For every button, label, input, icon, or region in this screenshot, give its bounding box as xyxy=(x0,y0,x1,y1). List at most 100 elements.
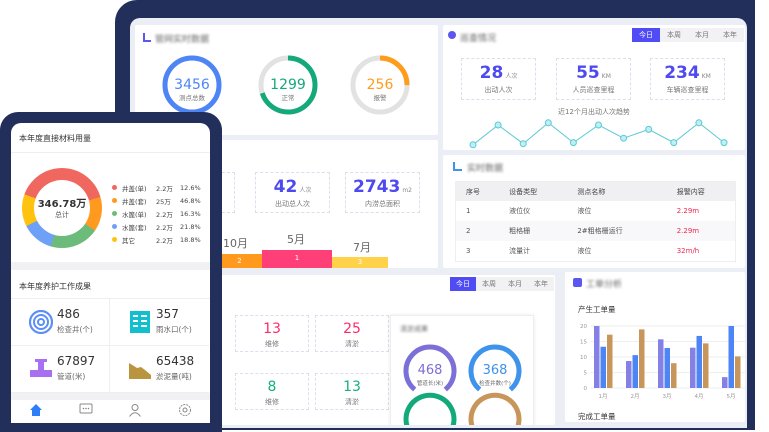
stat-value: 28 xyxy=(479,63,504,83)
chart-title: 完成工单量 xyxy=(578,412,616,421)
trend-point xyxy=(544,119,552,127)
patrol-tabs: 今日 本周 本月 本年 xyxy=(632,28,744,42)
stat-label: 维修 xyxy=(265,398,279,406)
stat-unit: KM xyxy=(701,73,711,80)
gauge-label: 管道长(米) xyxy=(417,379,443,387)
stat-unit: 人次 xyxy=(505,73,518,80)
legend-name: 井盖(套) xyxy=(122,197,147,206)
panel-title: 实时数据 xyxy=(467,164,504,174)
ring-progress xyxy=(350,55,410,115)
table-cell: 液位仪 xyxy=(509,207,531,215)
bar xyxy=(728,326,734,388)
tab-week[interactable]: 本周 xyxy=(660,28,688,42)
settings-icon[interactable] xyxy=(178,403,192,417)
ring-value: 256 xyxy=(367,77,394,93)
home-icon[interactable] xyxy=(29,403,43,417)
timeline-bar: 3 xyxy=(332,257,388,268)
trend-point xyxy=(595,121,602,129)
bar xyxy=(594,326,600,388)
stat-value: 42 xyxy=(273,177,298,197)
table-row[interactable]: 3 流量计 液位 32m/h xyxy=(456,241,735,261)
bottom-tab-bar xyxy=(11,400,210,423)
tab-year[interactable]: 本年 xyxy=(528,277,554,291)
pipe-icon xyxy=(30,359,52,377)
stat-label: 内涝总面积 xyxy=(365,200,400,208)
bar xyxy=(639,329,645,388)
bar xyxy=(690,347,696,388)
stat-label: 车辆巡查里程 xyxy=(666,86,709,94)
stat-value: 25 xyxy=(343,321,361,337)
y-tick-label: 0 xyxy=(584,386,588,392)
legend-item: 其它 2.2万 18.8% xyxy=(112,233,201,246)
phone-screen: 本年度直接材料用量 346.78万 总计 井盖(单) 2.2万 12.6% 井盖(套)… xyxy=(11,123,210,423)
stat-value: 234 xyxy=(664,63,700,83)
table-row[interactable]: 2 粗格栅 2#粗格栅运行 2.29m xyxy=(456,221,735,241)
tab-today[interactable]: 今日 xyxy=(450,277,476,291)
trend-point xyxy=(670,139,678,147)
timeline-month: 5月 xyxy=(287,233,305,246)
stat-label: 维修 xyxy=(265,340,279,348)
ring-label: 测点总数 xyxy=(179,93,206,102)
stat-box: 2743 m2 内涝总面积 xyxy=(345,172,420,213)
stat-label: 出动总人次 xyxy=(275,200,310,208)
ring-label: 正常 xyxy=(282,93,295,102)
chart-title: 产生工单量 xyxy=(578,305,616,314)
legend-amount: 2.2万 xyxy=(156,184,173,193)
legend-amount: 25万 xyxy=(156,197,171,206)
bar xyxy=(600,346,606,388)
legend-amount: 2.2万 xyxy=(156,236,173,245)
ring-value: 1299 xyxy=(270,77,306,93)
divider xyxy=(11,152,210,153)
stat-label: 出动人次 xyxy=(484,86,513,94)
table-cell: 2.29m xyxy=(676,207,700,215)
maintenance-tabs: 今日 本周 本月 本年 xyxy=(450,277,554,291)
bar-chart-icon xyxy=(453,162,462,171)
result-value: 65438 xyxy=(156,354,195,368)
grate-icon xyxy=(130,311,150,333)
bar-chart-icon xyxy=(143,33,151,42)
legend-amount: 2.2万 xyxy=(156,210,173,219)
x-tick-label: 4月 xyxy=(695,393,704,400)
x-tick-label: 3月 xyxy=(663,393,672,400)
tab-month[interactable]: 本月 xyxy=(502,277,528,291)
gauge-arc xyxy=(468,344,522,392)
result-manhole: 486 检查井(个) xyxy=(11,299,110,346)
card-title: 清淤成果 xyxy=(400,325,428,333)
table-cell: 1 xyxy=(466,207,471,215)
y-tick-label: 10 xyxy=(580,355,587,361)
patrol-panel: 巡查情况 今日 本周 本月 本年 28 人次 出动人次 55 KM 人员巡查里程 234… xyxy=(443,25,745,150)
table-row[interactable]: 1 液位仪 液位 2.29m xyxy=(456,201,735,221)
trend-point xyxy=(620,134,628,142)
bar xyxy=(664,348,670,388)
stat-value: 13 xyxy=(343,379,361,395)
result-label: 检查井(个) xyxy=(57,325,93,334)
stat-unit: 人次 xyxy=(299,187,312,194)
result-value: 67897 xyxy=(57,354,96,368)
table-cell: 32m/h xyxy=(676,247,700,255)
donut-total: 346.78万 xyxy=(37,199,87,210)
timeline-month: 10月 xyxy=(223,237,248,250)
divider xyxy=(11,393,210,400)
legend-dot xyxy=(112,237,117,242)
tab-week[interactable]: 本周 xyxy=(476,277,502,291)
legend-amount: 2.2万 xyxy=(156,223,173,232)
manhole-icon xyxy=(29,310,53,334)
legend-item: 井盖(单) 2.2万 12.6% xyxy=(112,181,201,194)
column-header: 报警内容 xyxy=(666,182,735,201)
legend-dot xyxy=(112,224,117,229)
stat-box: 42 人次出动总人次 xyxy=(255,172,330,213)
legend-name: 井盖(单) xyxy=(122,184,147,193)
legend-pct: 12.6% xyxy=(180,183,201,192)
tab-month[interactable]: 本月 xyxy=(688,28,716,42)
column-header: 序号 xyxy=(456,182,500,201)
user-icon[interactable] xyxy=(128,403,142,417)
panel-title: 工单分析 xyxy=(586,280,623,290)
table-cell: 2 xyxy=(456,221,500,241)
stat-value: 8 xyxy=(267,379,277,395)
bar xyxy=(607,334,613,388)
message-icon[interactable] xyxy=(79,403,93,417)
result-label: 管道(米) xyxy=(57,372,86,381)
tab-year[interactable]: 本年 xyxy=(716,28,744,42)
tab-today[interactable]: 今日 xyxy=(632,28,660,42)
